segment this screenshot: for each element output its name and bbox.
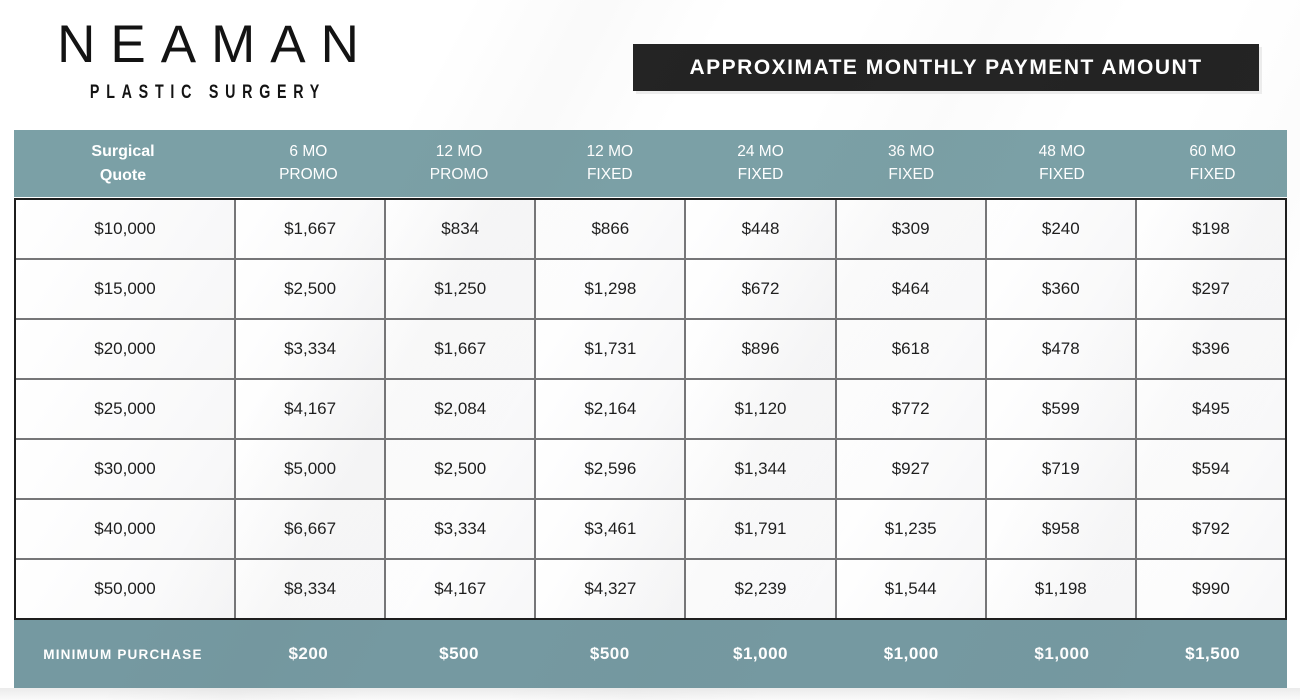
table-row: $10,000 $1,667 $834 $866 $448 $309 $240 … bbox=[16, 200, 1285, 258]
payment-cell: $2,596 bbox=[536, 440, 685, 498]
payment-cell: $772 bbox=[836, 380, 985, 438]
payment-cell: $618 bbox=[836, 320, 985, 378]
quote-cell: $15,000 bbox=[16, 260, 234, 318]
table-row: $25,000 $4,167 $2,084 $2,164 $1,120 $772… bbox=[16, 380, 1285, 438]
minimum-purchase-label: MINIMUM PURCHASE bbox=[43, 646, 203, 662]
payment-cell: $1,198 bbox=[986, 560, 1135, 618]
payment-cell: $1,791 bbox=[686, 500, 835, 558]
payment-cell: $3,461 bbox=[536, 500, 685, 558]
payment-cell: $198 bbox=[1136, 200, 1285, 258]
table-body: $10,000 $1,667 $834 $866 $448 $309 $240 … bbox=[14, 198, 1287, 620]
payment-cell: $2,239 bbox=[686, 560, 835, 618]
payment-cell: $4,167 bbox=[386, 560, 535, 618]
payment-cell: $6,667 bbox=[236, 500, 385, 558]
col-header-36mo-fixed: 36 MO FIXED bbox=[887, 143, 935, 183]
col-header-24mo-fixed: 24 MO FIXED bbox=[737, 143, 784, 183]
payment-cell: $990 bbox=[1136, 560, 1285, 618]
payment-cell: $396 bbox=[1136, 320, 1285, 378]
col-header-6mo-promo: 6 MO PROMO bbox=[279, 143, 338, 183]
minimum-purchase-value: $1,500 bbox=[1185, 644, 1241, 663]
payment-cell: $1,344 bbox=[686, 440, 835, 498]
payment-cell: $2,164 bbox=[536, 380, 685, 438]
company-logo: NEAMAN PLASTIC SURGERY bbox=[8, 15, 408, 104]
quote-cell: $40,000 bbox=[16, 500, 234, 558]
payment-cell: $240 bbox=[986, 200, 1135, 258]
minimum-purchase-value: $1,000 bbox=[883, 644, 939, 663]
payment-cell: $1,250 bbox=[386, 260, 535, 318]
banner-title: APPROXIMATE MONTHLY PAYMENT AMOUNT bbox=[633, 44, 1259, 91]
payment-cell: $3,334 bbox=[236, 320, 385, 378]
payment-cell: $1,544 bbox=[836, 560, 985, 618]
payment-cell: $1,120 bbox=[686, 380, 835, 438]
payment-cell: $672 bbox=[686, 260, 835, 318]
payment-cell: $1,667 bbox=[386, 320, 535, 378]
payment-cell: $309 bbox=[836, 200, 985, 258]
bottom-fade-strip bbox=[0, 688, 1300, 700]
payment-cell: $2,500 bbox=[236, 260, 385, 318]
col-header-48mo-fixed: 48 MO FIXED bbox=[1038, 143, 1086, 183]
table-row: $50,000 $8,334 $4,167 $4,327 $2,239 $1,5… bbox=[16, 560, 1285, 618]
payment-cell: $792 bbox=[1136, 500, 1285, 558]
quote-cell: $25,000 bbox=[16, 380, 234, 438]
quote-cell: $20,000 bbox=[16, 320, 234, 378]
payment-cell: $478 bbox=[986, 320, 1135, 378]
payment-cell: $1,298 bbox=[536, 260, 685, 318]
col-header-surgical-quote: Surgical Quote bbox=[91, 143, 155, 184]
payment-cell: $1,667 bbox=[236, 200, 385, 258]
minimum-purchase-value: $500 bbox=[439, 644, 479, 663]
quote-cell: $30,000 bbox=[16, 440, 234, 498]
payment-cell: $4,327 bbox=[536, 560, 685, 618]
col-header-12mo-fixed: 12 MO FIXED bbox=[586, 143, 634, 183]
quote-cell: $10,000 bbox=[16, 200, 234, 258]
payment-cell: $464 bbox=[836, 260, 985, 318]
payment-cell: $599 bbox=[986, 380, 1135, 438]
payment-cell: $594 bbox=[1136, 440, 1285, 498]
payment-table: Surgical Quote 6 MO PROMO 12 MO PROMO 12… bbox=[14, 130, 1287, 688]
payment-cell: $1,731 bbox=[536, 320, 685, 378]
logo-name: NEAMAN bbox=[57, 15, 374, 74]
payment-cell: $495 bbox=[1136, 380, 1285, 438]
payment-cell: $360 bbox=[986, 260, 1135, 318]
payment-cell: $834 bbox=[386, 200, 535, 258]
payment-cell: $3,334 bbox=[386, 500, 535, 558]
table-row: $40,000 $6,667 $3,334 $3,461 $1,791 $1,2… bbox=[16, 500, 1285, 558]
payment-cell: $958 bbox=[986, 500, 1135, 558]
minimum-purchase-value: $200 bbox=[288, 644, 329, 663]
col-header-12mo-promo: 12 MO PROMO bbox=[429, 143, 489, 183]
payment-cell: $448 bbox=[686, 200, 835, 258]
payment-cell: $1,235 bbox=[836, 500, 985, 558]
table-row: $20,000 $3,334 $1,667 $1,731 $896 $618 $… bbox=[16, 320, 1285, 378]
payment-cell: $2,500 bbox=[386, 440, 535, 498]
payment-cell: $896 bbox=[686, 320, 835, 378]
table-row: $15,000 $2,500 $1,250 $1,298 $672 $464 $… bbox=[16, 260, 1285, 318]
payment-cell: $927 bbox=[836, 440, 985, 498]
payment-cell: $4,167 bbox=[236, 380, 385, 438]
quote-cell: $50,000 bbox=[16, 560, 234, 618]
payment-cell: $719 bbox=[986, 440, 1135, 498]
table-header-row: Surgical Quote 6 MO PROMO 12 MO PROMO 12… bbox=[14, 130, 1287, 197]
logo-tagline: PLASTIC SURGERY bbox=[89, 82, 327, 104]
table-row: $30,000 $5,000 $2,500 $2,596 $1,344 $927… bbox=[16, 440, 1285, 498]
payment-cell: $297 bbox=[1136, 260, 1285, 318]
col-header-60mo-fixed: 60 MO FIXED bbox=[1189, 143, 1236, 183]
payment-cell: $8,334 bbox=[236, 560, 385, 618]
minimum-purchase-row: MINIMUM PURCHASE $200 $500 $500 $1,000 $… bbox=[14, 620, 1287, 688]
minimum-purchase-value: $500 bbox=[589, 644, 630, 663]
payment-cell: $5,000 bbox=[236, 440, 385, 498]
minimum-purchase-value: $1,000 bbox=[732, 644, 788, 663]
payment-cell: $866 bbox=[536, 200, 685, 258]
payment-cell: $2,084 bbox=[386, 380, 535, 438]
minimum-purchase-value: $1,000 bbox=[1034, 644, 1090, 663]
